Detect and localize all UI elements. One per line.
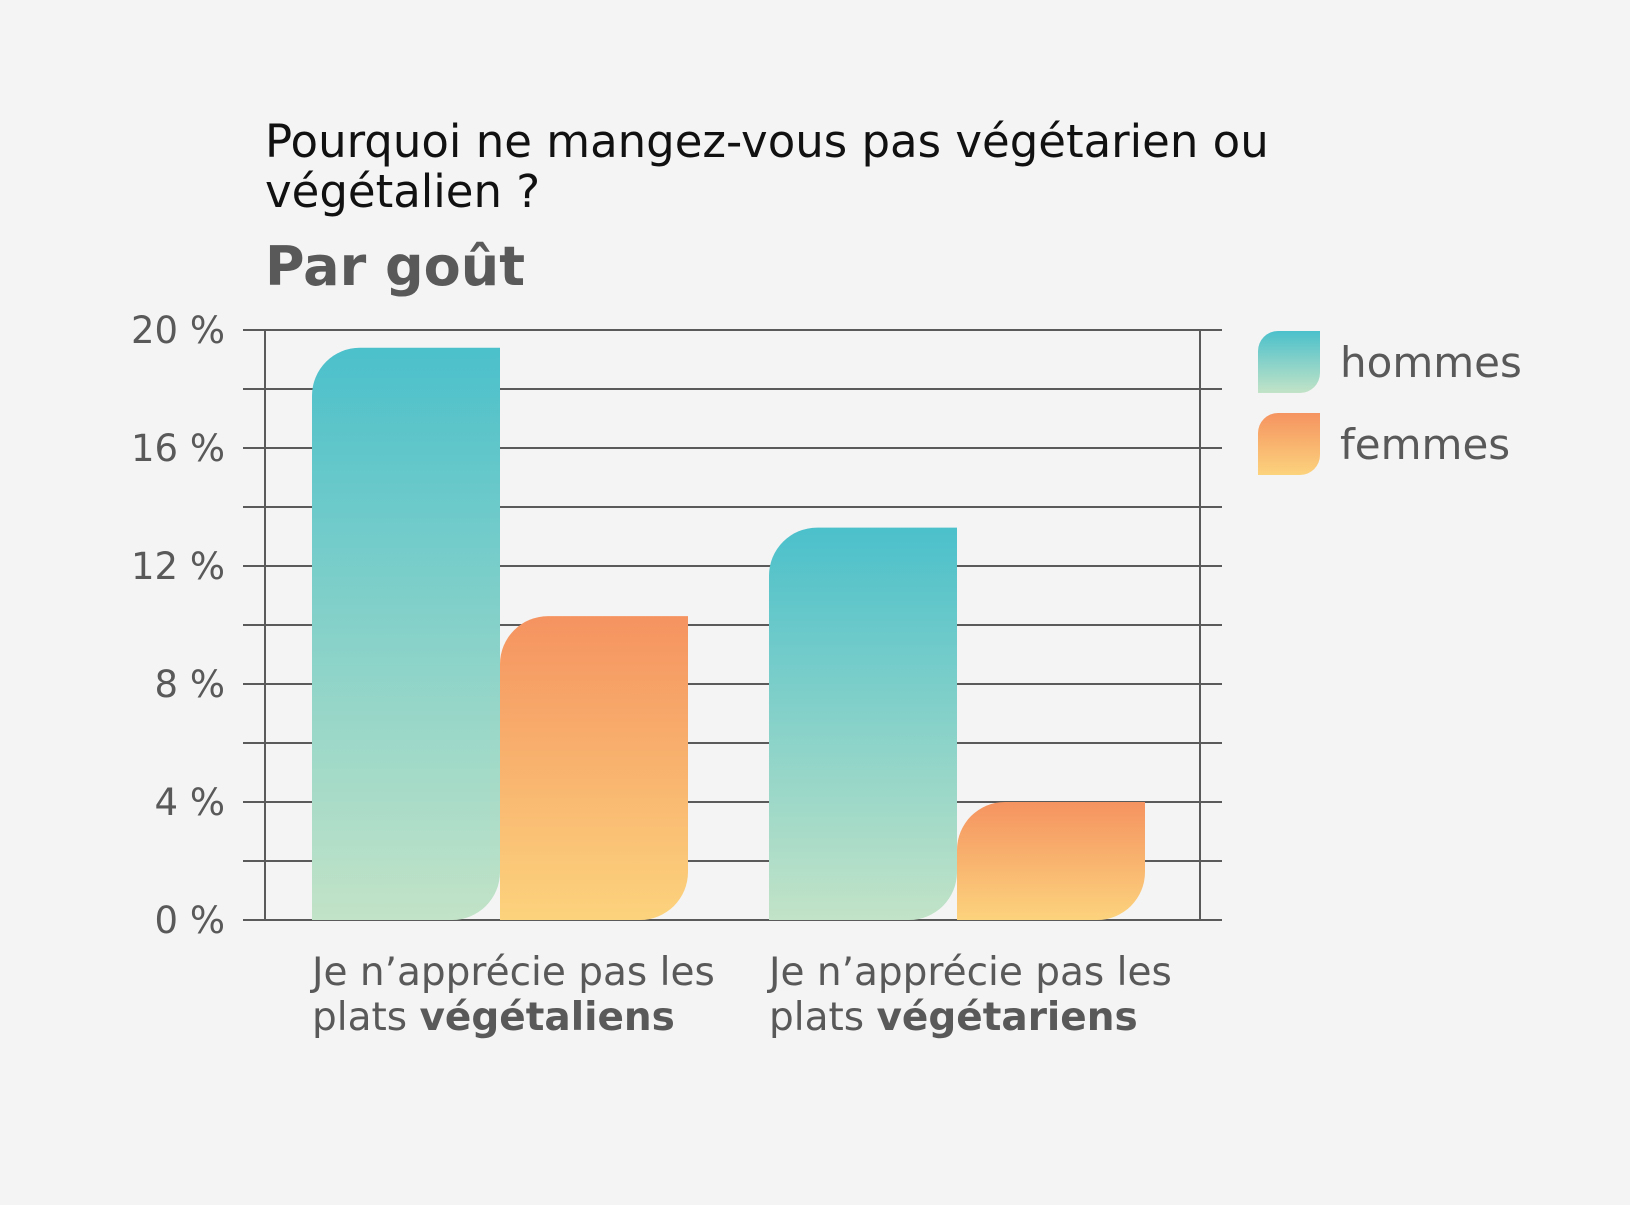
y-tick-label: 20 % [131,309,225,352]
chart-title-line-2: végétalien ? [265,165,540,218]
bars [312,347,1145,920]
legend-swatch-hommes [1258,331,1320,393]
axis-frame [264,330,1201,920]
legend-label-hommes: hommes [1340,338,1522,387]
y-tick-label: 4 % [155,781,225,824]
y-tick-label: 8 % [155,663,225,706]
x-category-label-line-1: Je n’apprécie pas les [309,950,715,995]
bar-hommes-2 [769,527,957,920]
bar-femmes-2 [957,802,1145,920]
legend: hommes femmes [1258,331,1522,475]
y-axis-ticks: 0 % 4 % 8 % 12 % 16 % 20 % [131,309,225,942]
legend-swatch-femmes [1258,413,1320,475]
legend-label-femmes: femmes [1340,420,1510,469]
bar-hommes-1 [312,347,500,920]
bar-femmes-1 [500,616,688,920]
y-tick-label: 0 % [155,899,225,942]
chart-title-line-1: Pourquoi ne mangez-vous pas végétarien o… [265,115,1269,168]
x-category-label-line-1: Je n’apprécie pas les [766,950,1172,995]
y-tick-label: 16 % [131,427,225,470]
x-category-label-line-2: plats végétariens [769,995,1138,1040]
y-tick-label: 12 % [131,545,225,588]
chart-subtitle: Par goût [265,235,525,298]
x-category-label-line-2: plats végétaliens [312,995,675,1040]
